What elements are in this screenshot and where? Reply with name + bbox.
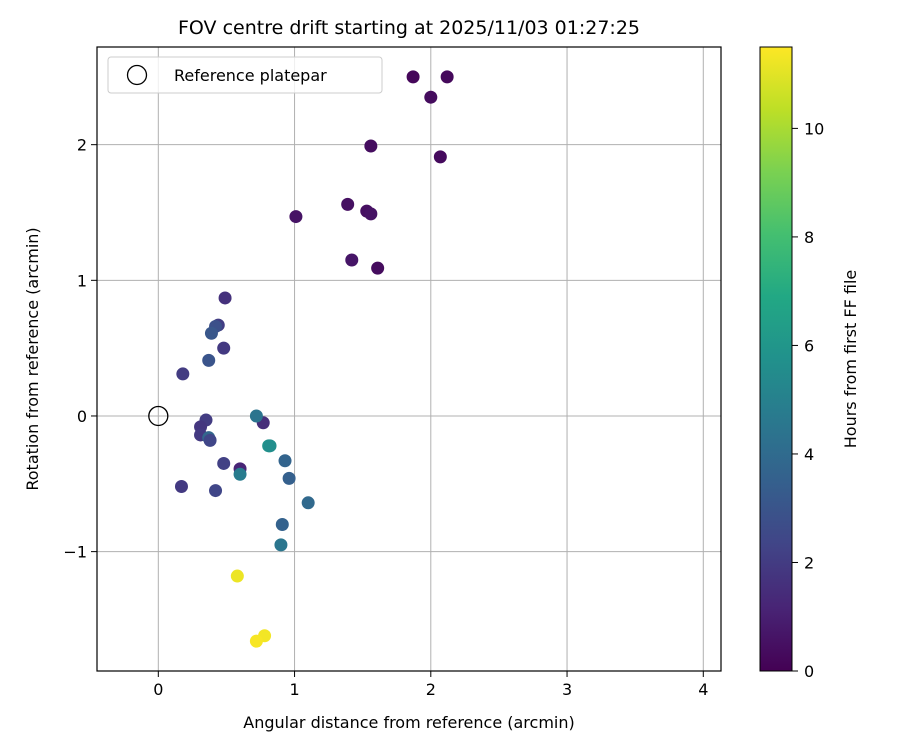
data-point (424, 90, 438, 104)
colorbar-tick-label: 0 (804, 662, 814, 681)
x-axis-ticks: 0 1 2 3 4 (153, 671, 708, 699)
colorbar-gradient (759, 46, 793, 672)
colorbar-tick-label: 2 (804, 553, 814, 572)
y-axis-label: Rotation from reference (arcmin) (23, 227, 42, 490)
x-tick-label: 1 (289, 680, 299, 699)
colorbar-tick-label: 10 (804, 119, 824, 138)
data-point (263, 439, 277, 453)
y-tick-label: 1 (77, 271, 87, 290)
data-point (176, 367, 190, 381)
data-point (275, 517, 289, 531)
data-point (341, 197, 355, 211)
x-tick-label: 0 (153, 680, 163, 699)
data-point (371, 261, 385, 275)
reference-marker (148, 405, 169, 427)
data-point (174, 480, 188, 494)
legend-entry-label: Reference platepar (174, 66, 327, 85)
data-point (278, 454, 292, 468)
colorbar-tick-label: 4 (804, 445, 814, 464)
x-axis-label: Angular distance from reference (arcmin) (243, 713, 574, 732)
data-point (345, 253, 359, 267)
colorbar-tick-label: 6 (804, 336, 814, 355)
data-point (249, 634, 263, 648)
data-point (301, 496, 315, 510)
data-point (204, 326, 218, 340)
data-point (209, 484, 223, 498)
legend-box (107, 56, 383, 94)
y-tick-label: 2 (77, 136, 87, 155)
data-point (202, 353, 216, 367)
data-point (289, 210, 303, 224)
colorbar: 0 2 4 6 8 10 Hours from first FF file (759, 46, 860, 681)
legend: Reference platepar (107, 56, 383, 94)
data-point (282, 471, 296, 485)
colorbar-label: Hours from first FF file (841, 270, 860, 449)
data-points (174, 70, 454, 648)
data-point (433, 150, 447, 164)
grid-lines (97, 47, 721, 671)
x-tick-label: 3 (562, 680, 572, 699)
data-point (233, 467, 247, 481)
data-point (218, 291, 232, 305)
chart-title: FOV centre drift starting at 2025/11/03 … (178, 17, 640, 39)
data-point (364, 139, 378, 153)
data-point (440, 70, 454, 84)
legend-marker (126, 64, 148, 86)
data-point (274, 538, 288, 552)
plot-frame (96, 46, 722, 672)
data-point (217, 456, 231, 470)
x-tick-label: 2 (426, 680, 436, 699)
y-axis-ticks: −1 0 1 2 (63, 136, 97, 562)
data-point (230, 569, 244, 583)
x-tick-label: 4 (698, 680, 708, 699)
data-point (249, 409, 263, 423)
y-tick-label: 0 (77, 407, 87, 426)
y-tick-label: −1 (63, 543, 87, 562)
data-point (203, 433, 217, 447)
data-point (406, 70, 420, 84)
data-point (364, 207, 378, 221)
colorbar-ticks: 0 2 4 6 8 10 (792, 119, 824, 681)
data-point (217, 341, 231, 355)
colorbar-tick-label: 8 (804, 228, 814, 247)
